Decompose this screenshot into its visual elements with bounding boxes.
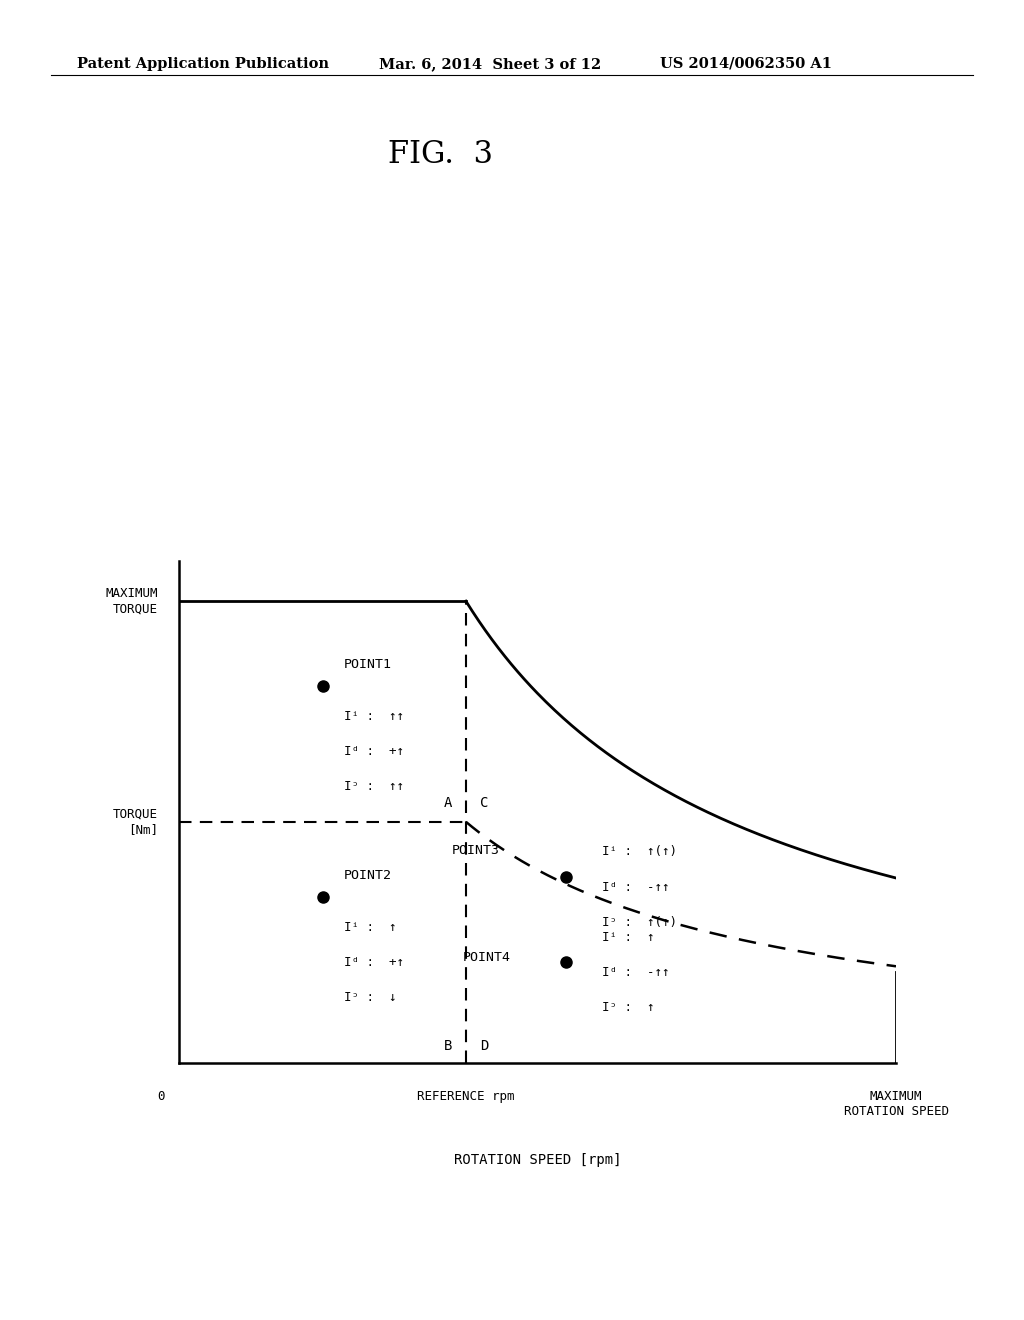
Text: D: D — [479, 1039, 488, 1053]
Text: Iᵈ :  +↑: Iᵈ : +↑ — [344, 956, 404, 969]
Text: Iⁱ :  ↑: Iⁱ : ↑ — [344, 920, 396, 933]
Text: POINT1: POINT1 — [344, 659, 392, 672]
Text: Patent Application Publication: Patent Application Publication — [77, 57, 329, 71]
Text: REFERENCE rpm: REFERENCE rpm — [417, 1090, 515, 1104]
Text: ROTATION SPEED [rpm]: ROTATION SPEED [rpm] — [454, 1152, 622, 1167]
Text: Iⁱ :  ↑: Iⁱ : ↑ — [602, 931, 654, 944]
Text: MAXIMUM
TORQUE: MAXIMUM TORQUE — [105, 587, 158, 615]
Text: FIG.  3: FIG. 3 — [388, 139, 493, 169]
Text: US 2014/0062350 A1: US 2014/0062350 A1 — [660, 57, 833, 71]
Text: POINT3: POINT3 — [452, 843, 500, 857]
Text: Iᵓ :  ↑: Iᵓ : ↑ — [602, 1001, 654, 1014]
Text: Iⁱ :  ↑(↑): Iⁱ : ↑(↑) — [602, 845, 677, 858]
Text: Iᵈ :  -↑↑: Iᵈ : -↑↑ — [602, 880, 670, 894]
Text: 0: 0 — [158, 1090, 165, 1104]
Text: MAXIMUM
ROTATION SPEED: MAXIMUM ROTATION SPEED — [844, 1090, 948, 1118]
Text: C: C — [479, 796, 488, 809]
Text: Iᵓ :  ↑↑: Iᵓ : ↑↑ — [344, 780, 404, 793]
Text: Iᵈ :  -↑↑: Iᵈ : -↑↑ — [602, 966, 670, 979]
Text: A: A — [443, 796, 453, 809]
Text: Mar. 6, 2014  Sheet 3 of 12: Mar. 6, 2014 Sheet 3 of 12 — [379, 57, 601, 71]
Text: TORQUE
[Nm]: TORQUE [Nm] — [113, 808, 158, 836]
Text: Iᵈ :  +↑: Iᵈ : +↑ — [344, 744, 404, 758]
Text: Iᵓ :  ↓: Iᵓ : ↓ — [344, 991, 396, 1005]
Text: B: B — [443, 1039, 453, 1053]
Text: POINT2: POINT2 — [344, 869, 392, 882]
Text: Iᵓ :  ↑(↑): Iᵓ : ↑(↑) — [602, 916, 677, 929]
Text: POINT4: POINT4 — [462, 950, 510, 964]
Text: Iⁱ :  ↑↑: Iⁱ : ↑↑ — [344, 710, 404, 723]
